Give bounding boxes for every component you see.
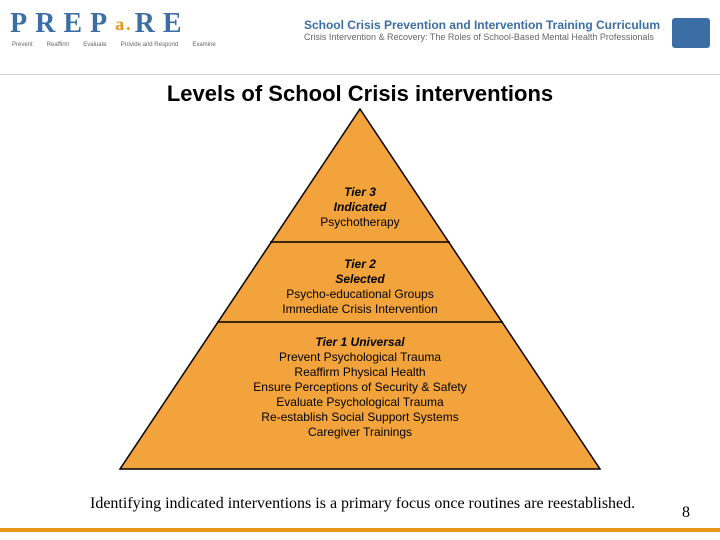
tier-3-subtitle: Indicated xyxy=(320,200,399,215)
header-title-line1: School Crisis Prevention and Interventio… xyxy=(304,18,660,32)
logo-letter: a. xyxy=(115,14,133,35)
tier-1-line: Evaluate Psychological Trauma xyxy=(253,395,466,410)
logo-sub-item: Prevent xyxy=(12,42,33,48)
logo-letter: E xyxy=(63,8,88,40)
tier-1-line: Caregiver Trainings xyxy=(253,425,466,440)
pyramid-diagram: Tier 3 Indicated Psychotherapy Tier 2 Se… xyxy=(0,107,720,477)
page-title: Levels of School Crisis interventions xyxy=(0,81,720,107)
page-number: 8 xyxy=(682,504,690,522)
prepare-logo: P R E P a. R E xyxy=(10,8,188,40)
tier-3-block: Tier 3 Indicated Psychotherapy xyxy=(320,185,399,230)
tier-1-title: Tier 1 Universal xyxy=(253,335,466,350)
footer-note: Identifying indicated interventions is a… xyxy=(90,494,660,514)
tier-3-title: Tier 3 xyxy=(320,185,399,200)
logo-letter: E xyxy=(163,8,188,40)
tier-1-line: Reaffirm Physical Health xyxy=(253,365,466,380)
tier-1-line: Prevent Psychological Trauma xyxy=(253,350,466,365)
tier-2-subtitle: Selected xyxy=(282,272,437,287)
tier-3-line: Psychotherapy xyxy=(320,215,399,230)
nasp-badge-icon xyxy=(672,18,710,48)
header-title: School Crisis Prevention and Interventio… xyxy=(304,18,660,42)
tier-2-block: Tier 2 Selected Psycho-educational Group… xyxy=(282,257,437,317)
header-banner: P R E P a. R E Prevent Reaffirm Evaluate… xyxy=(0,0,720,75)
tier-2-title: Tier 2 xyxy=(282,257,437,272)
tier-2-line: Psycho-educational Groups xyxy=(282,287,437,302)
footer-accent-bar xyxy=(0,528,720,532)
logo-letter: P xyxy=(10,8,33,40)
logo-sub-item: Evaluate xyxy=(83,42,106,48)
tier-1-line: Ensure Perceptions of Security & Safety xyxy=(253,380,466,395)
logo-sub-item: Provide and Respond xyxy=(121,42,179,48)
logo-sub-item: Examine xyxy=(192,42,215,48)
tier-2-line: Immediate Crisis Intervention xyxy=(282,302,437,317)
logo-sub-item: Reaffirm xyxy=(47,42,70,48)
tier-1-block: Tier 1 Universal Prevent Psychological T… xyxy=(253,335,466,440)
logo-letter: R xyxy=(135,8,161,40)
tier-1-line: Re-establish Social Support Systems xyxy=(253,410,466,425)
logo-letter: P xyxy=(90,8,113,40)
logo-letter: R xyxy=(35,8,61,40)
logo-subtext: Prevent Reaffirm Evaluate Provide and Re… xyxy=(12,42,216,48)
header-title-line2: Crisis Intervention & Recovery: The Role… xyxy=(304,32,660,42)
